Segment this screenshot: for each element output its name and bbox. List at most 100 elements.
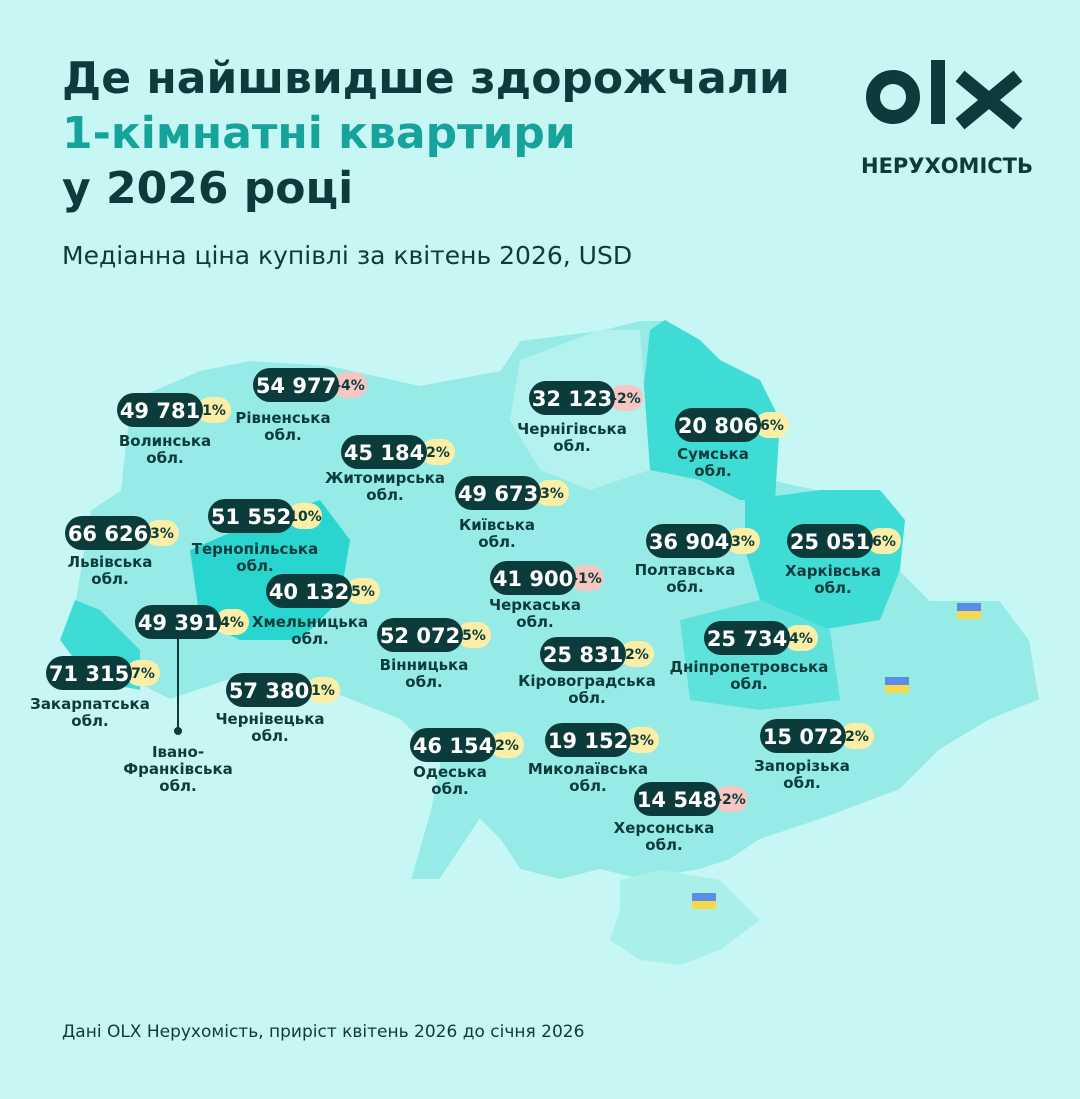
price-pill [135, 605, 221, 639]
region-name: обл. [569, 777, 606, 795]
price-text: 52 072 [380, 624, 460, 648]
region-name: Житомирська [325, 469, 445, 487]
region-name: обл. [553, 437, 590, 455]
change-badge [421, 439, 455, 465]
change-badge [306, 677, 340, 703]
price-pill [787, 524, 873, 558]
region-name: обл. [568, 689, 605, 707]
change-badge [145, 520, 179, 546]
region-name: Харківська [785, 562, 881, 580]
price-pill [646, 524, 732, 558]
region-name: обл. [730, 675, 767, 693]
price-pill [760, 719, 846, 753]
region-name: обл. [694, 462, 731, 480]
price-text: 14 548 [637, 788, 717, 812]
logo-l [931, 60, 945, 124]
price-text: 49 673 [458, 482, 538, 506]
region-name: обл. [366, 486, 403, 504]
region-name: обл. [405, 673, 442, 691]
price-pill [46, 656, 132, 690]
price-text: 51 552 [211, 505, 291, 529]
price-pill [377, 618, 463, 652]
region-name: Сумська [677, 445, 749, 463]
change-badge [625, 727, 659, 753]
logo-x [955, 70, 1023, 130]
title-line: у 2026 році [62, 163, 353, 214]
flags [692, 603, 981, 909]
flag [885, 677, 909, 685]
footer-note: Дані OLX Нерухомість, приріст квітень 20… [62, 1022, 584, 1042]
price-pill [455, 476, 541, 510]
price-text: 15 072 [763, 725, 843, 749]
title-line: Де найшвидше здорожчали [62, 53, 790, 104]
price-text: 49 781 [120, 399, 200, 423]
region-name: Миколаївська [528, 760, 648, 778]
change-text: 3% [540, 486, 564, 502]
change-badge [197, 397, 231, 423]
region-name: Чернігівська [517, 420, 627, 438]
change-badge [490, 732, 524, 758]
price-text: 45 184 [344, 441, 424, 465]
change-text: 1% [311, 683, 335, 699]
change-text: 2% [495, 738, 519, 754]
change-text: 6% [760, 418, 784, 434]
change-badge [288, 503, 322, 529]
price-pill [634, 782, 720, 816]
change-text: 3% [731, 534, 755, 550]
price-pill [490, 561, 576, 595]
leader-dot [174, 727, 182, 735]
change-badge [126, 660, 160, 686]
price-text: 54 977 [256, 374, 336, 398]
change-text: -2% [611, 391, 641, 407]
region-name: Івано- [152, 743, 204, 761]
region-name: Львівська [68, 553, 153, 571]
price-pill [410, 728, 496, 762]
region-name: Хмельницька [252, 613, 368, 631]
price-pill [545, 723, 631, 757]
price-text: 71 315 [49, 662, 129, 686]
region-name: Одеська [413, 763, 487, 781]
price-text: 25 734 [707, 627, 787, 651]
price-pill [253, 368, 339, 402]
crimea [610, 870, 760, 965]
region-name: обл. [645, 836, 682, 854]
region-name: обл. [71, 712, 108, 730]
price-pill [704, 621, 790, 655]
price-pill [341, 435, 427, 469]
change-text: -2% [716, 792, 746, 808]
price-pill [266, 574, 352, 608]
region-name: обл. [291, 630, 328, 648]
change-text: 4% [789, 631, 813, 647]
region-name: обл. [814, 579, 851, 597]
price-text: 66 626 [68, 522, 148, 546]
price-pill [226, 673, 312, 707]
change-badge [215, 609, 249, 635]
region-name: обл. [666, 578, 703, 596]
title-line: 1-кімнатні квартири [62, 108, 576, 159]
region-name: Київська [459, 516, 535, 534]
region-name: обл. [264, 426, 301, 444]
price-text: 49 391 [138, 611, 218, 635]
change-text: -4% [335, 378, 365, 394]
change-text: 3% [150, 526, 174, 542]
change-text: 2% [426, 445, 450, 461]
change-text: 2% [845, 729, 869, 745]
change-badge [346, 578, 380, 604]
region-name: обл. [159, 777, 196, 795]
region-name: Херсонська [614, 819, 715, 837]
flag [885, 685, 909, 693]
region-name: Вінницька [380, 656, 469, 674]
region-name: обл. [516, 613, 553, 631]
region-name: Запорізька [754, 757, 850, 775]
